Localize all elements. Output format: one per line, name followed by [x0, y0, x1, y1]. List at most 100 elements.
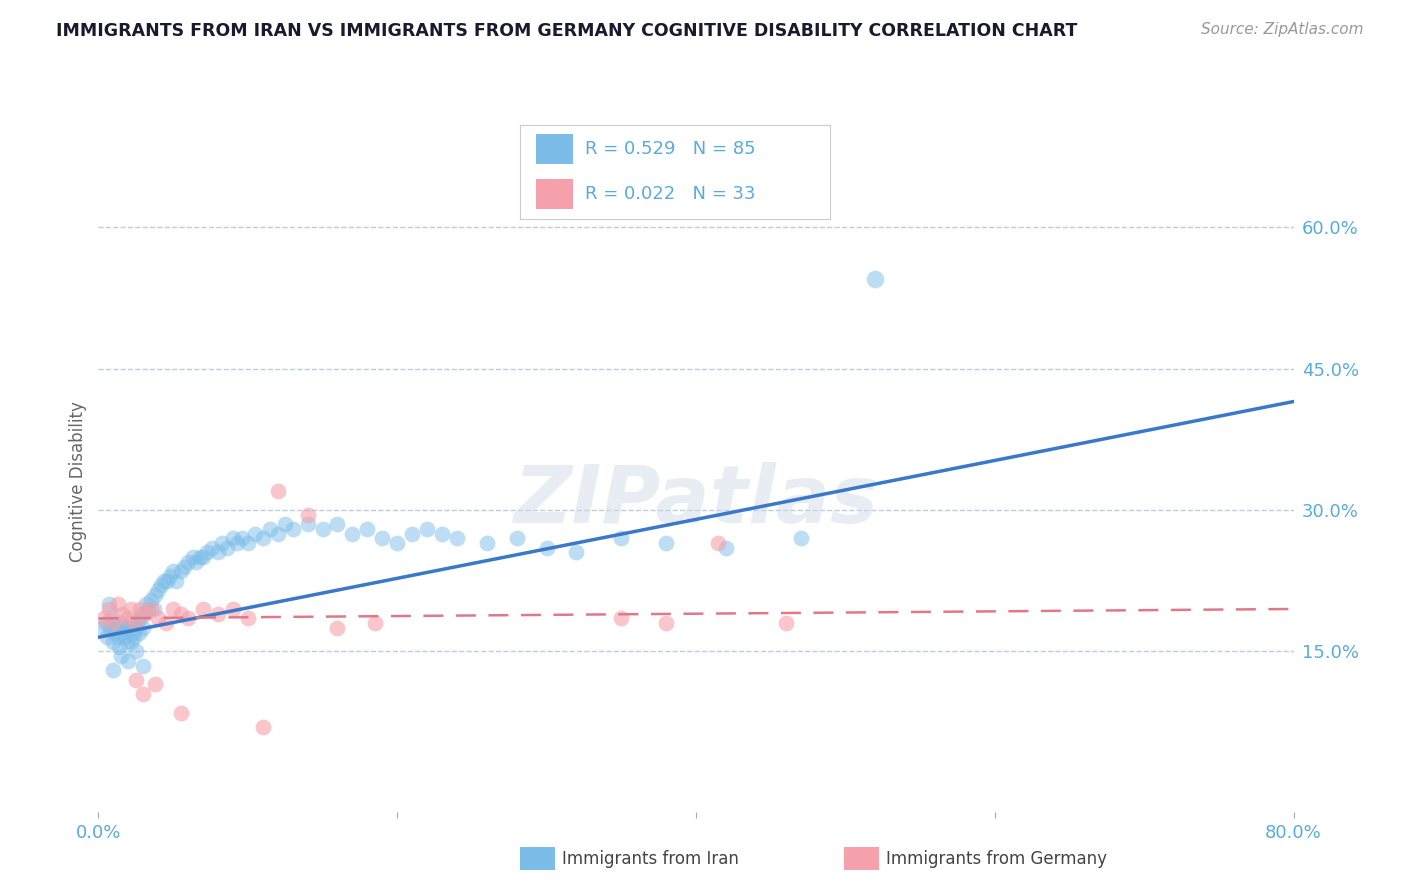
- Point: [191, 602, 214, 616]
- Point: [97, 597, 120, 611]
- Point: [132, 687, 155, 701]
- Point: [191, 550, 214, 565]
- Text: Source: ZipAtlas.com: Source: ZipAtlas.com: [1201, 22, 1364, 37]
- Point: [610, 531, 633, 545]
- Point: [775, 616, 797, 631]
- Point: [159, 569, 181, 583]
- Point: [128, 625, 150, 640]
- Text: R = 0.022   N = 33: R = 0.022 N = 33: [585, 186, 755, 203]
- Point: [100, 621, 122, 635]
- Point: [236, 611, 259, 625]
- Point: [169, 564, 191, 578]
- Point: [111, 625, 134, 640]
- Point: [364, 616, 387, 631]
- Point: [169, 607, 191, 621]
- Point: [136, 602, 159, 616]
- Point: [107, 597, 129, 611]
- Point: [162, 602, 184, 616]
- Point: [326, 517, 349, 532]
- Point: [150, 578, 173, 592]
- Point: [132, 621, 155, 635]
- Point: [215, 541, 238, 555]
- Bar: [536, 179, 572, 210]
- Point: [155, 616, 177, 631]
- Point: [177, 611, 200, 625]
- Point: [865, 272, 887, 286]
- Bar: [536, 134, 572, 164]
- Point: [267, 484, 290, 499]
- Point: [610, 611, 633, 625]
- Point: [125, 616, 148, 631]
- Point: [245, 526, 267, 541]
- Point: [356, 522, 378, 536]
- Text: IMMIGRANTS FROM IRAN VS IMMIGRANTS FROM GERMANY COGNITIVE DISABILITY CORRELATION: IMMIGRANTS FROM IRAN VS IMMIGRANTS FROM …: [56, 22, 1077, 40]
- Point: [207, 545, 229, 559]
- Point: [181, 550, 204, 565]
- Point: [142, 602, 165, 616]
- Point: [222, 531, 245, 545]
- Point: [110, 616, 132, 631]
- Point: [139, 592, 162, 607]
- Point: [565, 545, 588, 559]
- Point: [188, 550, 211, 565]
- Point: [259, 522, 281, 536]
- Point: [108, 640, 131, 654]
- Point: [267, 526, 290, 541]
- Point: [125, 673, 148, 687]
- Point: [118, 616, 141, 631]
- Point: [127, 616, 149, 631]
- Point: [156, 574, 179, 588]
- Point: [169, 706, 191, 720]
- Point: [117, 621, 139, 635]
- Point: [115, 635, 138, 649]
- Point: [236, 536, 259, 550]
- Point: [148, 611, 170, 625]
- Point: [707, 536, 730, 550]
- Point: [94, 616, 117, 631]
- Point: [173, 559, 195, 574]
- Y-axis label: Cognitive Disability: Cognitive Disability: [69, 401, 87, 562]
- Point: [197, 545, 219, 559]
- Point: [91, 621, 114, 635]
- Point: [103, 616, 125, 631]
- Point: [124, 630, 146, 644]
- Point: [115, 611, 138, 625]
- Point: [297, 508, 319, 522]
- Point: [201, 541, 224, 555]
- Point: [125, 621, 148, 635]
- Point: [789, 531, 811, 545]
- Point: [401, 526, 423, 541]
- Point: [143, 588, 166, 602]
- Point: [148, 583, 170, 598]
- Point: [506, 531, 529, 545]
- Point: [536, 541, 558, 555]
- Point: [120, 635, 142, 649]
- Point: [714, 541, 737, 555]
- Point: [134, 607, 156, 621]
- Point: [110, 649, 132, 664]
- Point: [101, 611, 124, 625]
- Point: [131, 607, 153, 621]
- Point: [207, 607, 229, 621]
- Point: [120, 602, 142, 616]
- Point: [326, 621, 349, 635]
- Text: Immigrants from Iran: Immigrants from Iran: [562, 850, 740, 868]
- Point: [104, 625, 127, 640]
- Point: [475, 536, 498, 550]
- Point: [143, 677, 166, 691]
- Point: [103, 663, 125, 677]
- Point: [135, 597, 157, 611]
- Point: [297, 517, 319, 532]
- Point: [211, 536, 233, 550]
- Point: [97, 602, 120, 616]
- Point: [655, 616, 678, 631]
- Point: [139, 602, 162, 616]
- Text: R = 0.529   N = 85: R = 0.529 N = 85: [585, 140, 756, 158]
- Point: [226, 536, 249, 550]
- Text: Immigrants from Germany: Immigrants from Germany: [886, 850, 1107, 868]
- Point: [117, 654, 139, 668]
- Point: [184, 555, 207, 569]
- Point: [112, 621, 135, 635]
- Point: [416, 522, 439, 536]
- Point: [252, 720, 274, 734]
